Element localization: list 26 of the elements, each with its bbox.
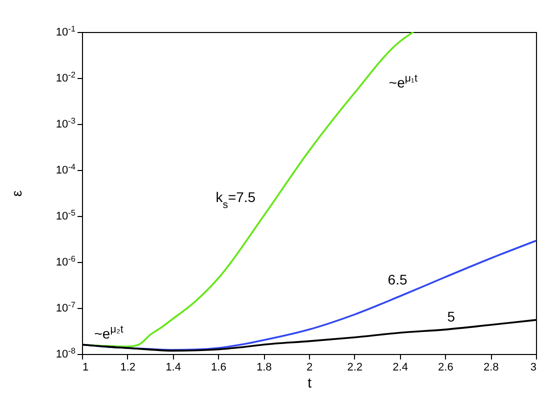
- x-tick-label: 1.2: [120, 362, 136, 374]
- x-tick-label: 2.4: [392, 362, 408, 374]
- x-tick-label: 2: [306, 362, 313, 374]
- y-tick-label: 10$^{-7}$: [56, 300, 76, 314]
- x-axis-title: t: [308, 374, 312, 390]
- series-label: k$_{s}$=7.5: [216, 189, 256, 211]
- y-tick-label: 10$^{-5}$: [56, 208, 76, 222]
- x-tick-label: 1.6: [211, 362, 226, 374]
- y-tick-label: 10$^{-2}$: [56, 70, 76, 84]
- x-tick-label: 1.8: [256, 362, 272, 374]
- x-tick-label: 2.8: [483, 362, 499, 374]
- y-tick-label: 10$^{-3}$: [56, 116, 76, 130]
- x-tick-label: 1.4: [166, 362, 181, 374]
- y-tick-label: 10$^{-8}$: [56, 346, 76, 360]
- series-label: 5: [447, 308, 456, 325]
- series-label: 6.5: [388, 271, 408, 288]
- x-tick-label: 3: [530, 362, 536, 374]
- y-tick-label: 10$^{-1}$: [56, 24, 76, 38]
- annotation: ~e$^{μ₁t}$: [388, 72, 418, 91]
- x-tick-label: 1: [82, 362, 89, 374]
- x-tick-label: 2.6: [438, 362, 454, 374]
- annotation: ~e$^{μ₂t}$: [94, 324, 124, 342]
- x-tick-label: 2.2: [347, 362, 363, 374]
- y-tick-label: 10$^{-4}$: [56, 162, 76, 176]
- y-tick-label: 10$^{-6}$: [56, 254, 76, 268]
- y-axis-title: ε: [8, 190, 25, 197]
